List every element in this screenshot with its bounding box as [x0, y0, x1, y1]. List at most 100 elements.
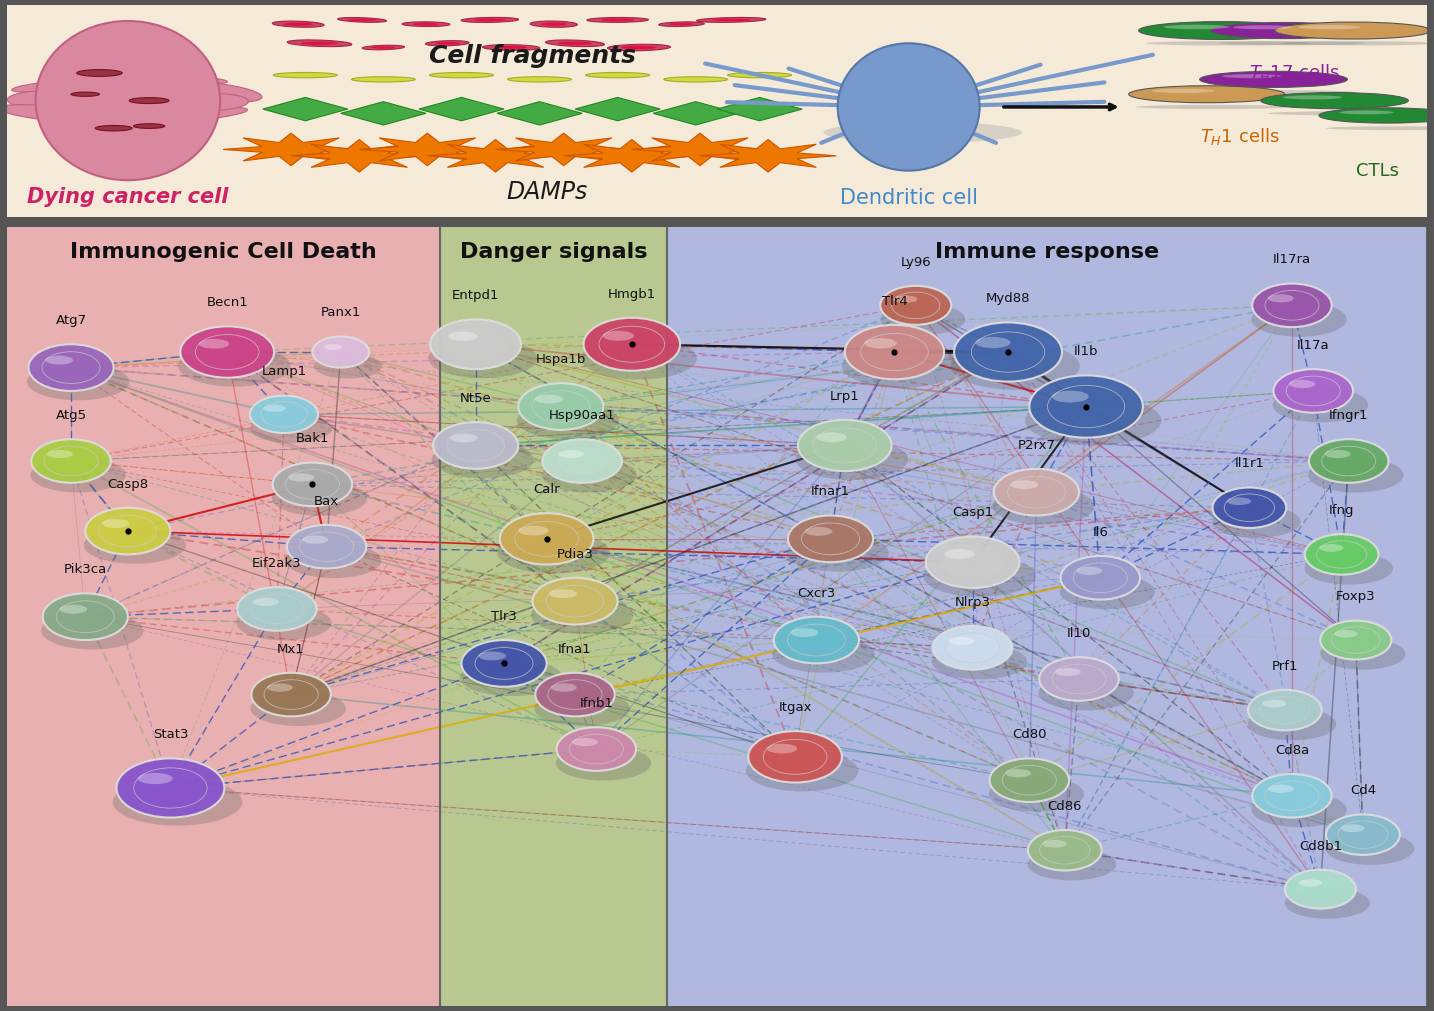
Circle shape [445, 328, 506, 361]
Ellipse shape [1051, 390, 1088, 402]
Circle shape [1252, 283, 1332, 328]
Text: Ifng: Ifng [1329, 504, 1354, 517]
Ellipse shape [498, 533, 609, 573]
Circle shape [1338, 821, 1388, 848]
Ellipse shape [267, 683, 293, 692]
Ellipse shape [11, 78, 116, 92]
Circle shape [195, 335, 260, 369]
Ellipse shape [542, 458, 637, 492]
Ellipse shape [551, 683, 576, 692]
Circle shape [1008, 476, 1065, 509]
Ellipse shape [1335, 630, 1358, 638]
Bar [440, 227, 667, 1006]
Ellipse shape [923, 556, 1035, 596]
Text: Lrp1: Lrp1 [830, 389, 859, 402]
Bar [7, 227, 440, 1006]
Ellipse shape [314, 354, 381, 378]
Text: Pik3ca: Pik3ca [63, 563, 108, 576]
Ellipse shape [178, 346, 291, 386]
Text: Nt5e: Nt5e [460, 392, 492, 405]
Circle shape [1053, 664, 1106, 694]
Circle shape [932, 626, 1012, 669]
Text: P2rx7: P2rx7 [1018, 439, 1055, 452]
Ellipse shape [711, 18, 750, 21]
Ellipse shape [804, 527, 833, 536]
Ellipse shape [773, 635, 875, 672]
Ellipse shape [1129, 86, 1285, 103]
Text: Calr: Calr [533, 483, 559, 496]
Ellipse shape [658, 22, 704, 26]
Circle shape [287, 525, 366, 568]
Circle shape [749, 731, 842, 783]
Text: Cd8b1: Cd8b1 [1299, 839, 1342, 852]
Circle shape [77, 70, 122, 77]
Ellipse shape [149, 107, 248, 122]
Circle shape [813, 428, 876, 463]
Text: Cd8a: Cd8a [1275, 744, 1309, 757]
Circle shape [1040, 836, 1090, 864]
Ellipse shape [518, 526, 549, 536]
Ellipse shape [301, 41, 338, 44]
Circle shape [515, 522, 578, 556]
Text: Myd88: Myd88 [985, 292, 1030, 305]
Ellipse shape [36, 21, 219, 180]
Circle shape [787, 624, 845, 656]
Circle shape [1047, 385, 1124, 428]
Ellipse shape [83, 527, 186, 564]
Circle shape [99, 516, 156, 547]
Circle shape [181, 327, 274, 378]
Ellipse shape [46, 356, 73, 365]
Ellipse shape [479, 651, 506, 660]
Ellipse shape [601, 18, 635, 21]
Text: Il17a: Il17a [1296, 339, 1329, 352]
Circle shape [535, 672, 615, 717]
Polygon shape [700, 140, 836, 172]
Polygon shape [652, 102, 739, 125]
Ellipse shape [27, 363, 129, 400]
Ellipse shape [988, 776, 1084, 812]
Ellipse shape [664, 77, 727, 82]
Ellipse shape [174, 82, 262, 102]
Ellipse shape [252, 598, 278, 606]
Text: Ifngr1: Ifngr1 [1329, 409, 1368, 423]
Ellipse shape [1038, 675, 1134, 711]
Polygon shape [564, 140, 700, 172]
Ellipse shape [816, 433, 847, 442]
Text: Ifna1: Ifna1 [558, 643, 592, 655]
Circle shape [1321, 621, 1391, 659]
Ellipse shape [1282, 41, 1434, 45]
Ellipse shape [1339, 110, 1394, 114]
Ellipse shape [42, 612, 143, 649]
Circle shape [500, 514, 594, 564]
Ellipse shape [602, 331, 634, 341]
Text: Mx1: Mx1 [277, 643, 305, 655]
Circle shape [548, 679, 602, 710]
Ellipse shape [1326, 832, 1414, 864]
Ellipse shape [1289, 380, 1315, 388]
Circle shape [880, 286, 951, 325]
Circle shape [569, 734, 624, 764]
Polygon shape [575, 97, 660, 120]
Ellipse shape [1268, 111, 1415, 115]
Circle shape [1326, 815, 1400, 855]
Text: Danger signals: Danger signals [460, 243, 648, 263]
Ellipse shape [790, 628, 819, 637]
Ellipse shape [430, 73, 493, 78]
Circle shape [129, 98, 169, 103]
Polygon shape [341, 102, 426, 125]
Ellipse shape [1163, 24, 1229, 29]
Circle shape [774, 617, 859, 663]
Ellipse shape [1325, 450, 1351, 458]
Ellipse shape [303, 536, 328, 544]
Ellipse shape [842, 345, 961, 388]
Text: Dendritic cell: Dendritic cell [840, 188, 978, 208]
Text: Il1b: Il1b [1074, 346, 1098, 358]
Circle shape [43, 593, 128, 640]
Ellipse shape [435, 41, 460, 44]
Circle shape [116, 758, 224, 818]
Text: Il17ra: Il17ra [1273, 254, 1311, 267]
Ellipse shape [264, 404, 285, 411]
Ellipse shape [0, 105, 105, 122]
Text: Cd4: Cd4 [1349, 785, 1377, 798]
Text: Nlrp3: Nlrp3 [955, 595, 991, 609]
